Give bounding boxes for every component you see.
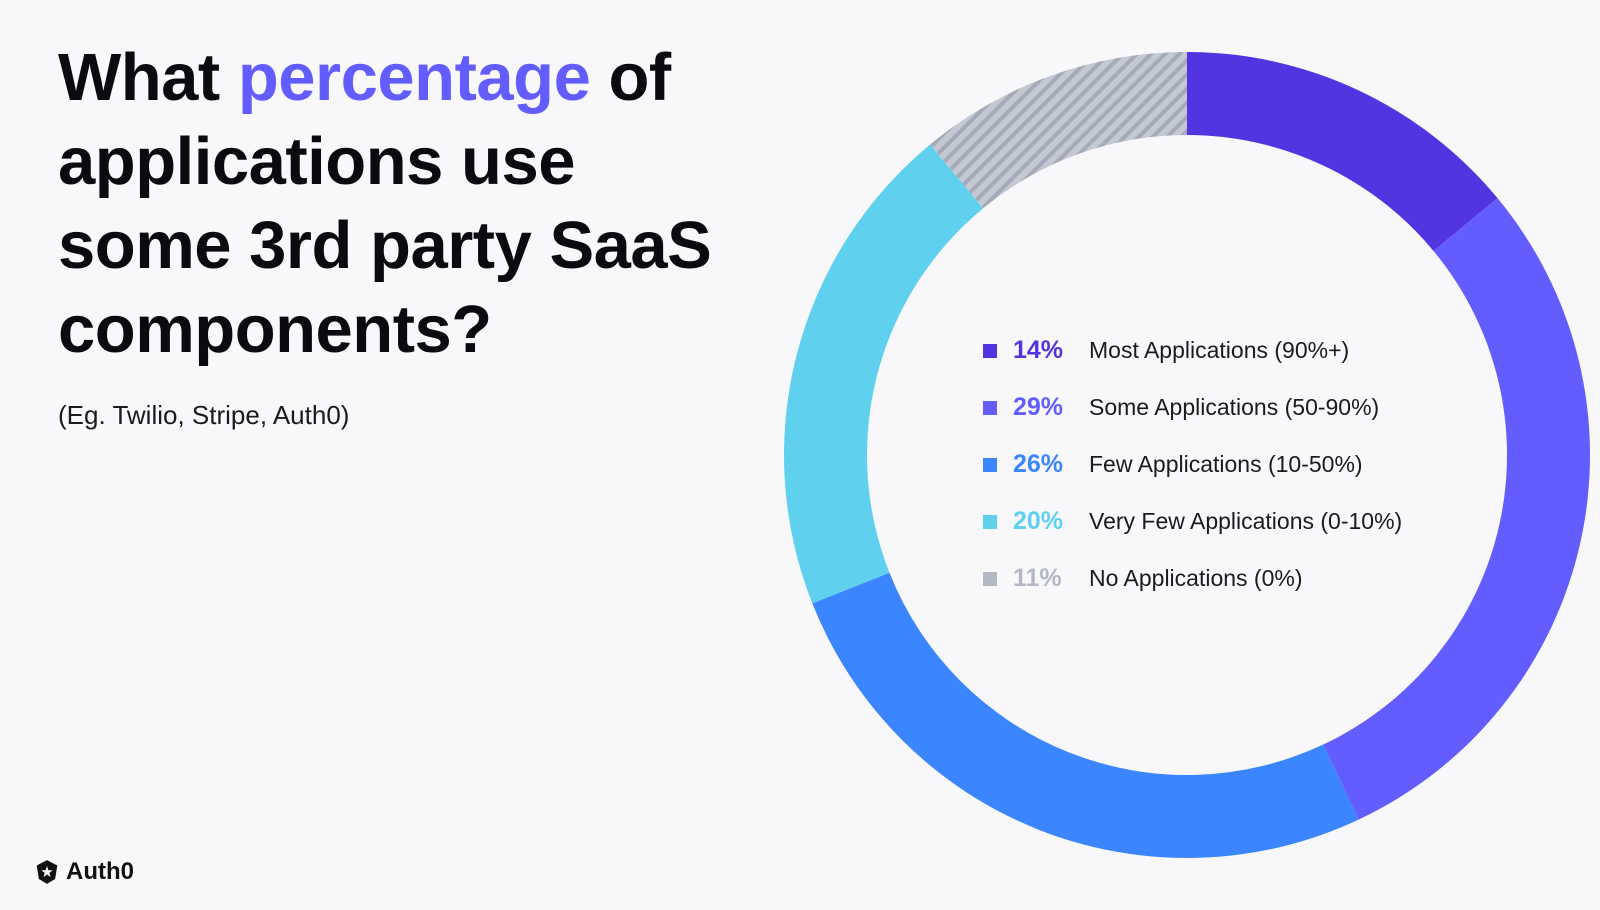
donut-slices bbox=[783, 52, 1590, 859]
donut-slice-none bbox=[930, 52, 1187, 209]
legend-label-some: Some Applications (50-90%) bbox=[1089, 394, 1380, 420]
legend-row-very-few: 20% Very Few Applications (0-10%) bbox=[983, 493, 1402, 550]
donut-slice-very-few bbox=[783, 144, 984, 604]
legend-pct-very-few: 20% bbox=[1013, 507, 1064, 535]
legend-pct-some: 29% bbox=[1013, 393, 1064, 421]
legend-pct-few: 26% bbox=[1013, 450, 1064, 478]
legend-swatch-very-few bbox=[983, 514, 997, 529]
legend-row-some: 29% Some Applications (50-90%) bbox=[983, 379, 1402, 436]
legend-swatch-some bbox=[983, 400, 997, 415]
legend-label-most: Most Applications (90%+) bbox=[1089, 337, 1350, 363]
legend-label-none: No Applications (0%) bbox=[1089, 565, 1303, 591]
legend-row-few: 26% Few Applications (10-50%) bbox=[983, 436, 1402, 493]
page-title: What percentage of applications use some… bbox=[58, 36, 738, 372]
legend-swatch-none bbox=[983, 571, 997, 586]
title-part-1: What bbox=[58, 40, 238, 115]
legend-label-few: Few Applications (10-50%) bbox=[1089, 451, 1363, 477]
auth0-shield-icon bbox=[36, 860, 58, 884]
donut-slice-most bbox=[1187, 52, 1498, 252]
legend-pct-none: 11% bbox=[1013, 564, 1062, 592]
subtitle: (Eg. Twilio, Stripe, Auth0) bbox=[58, 400, 350, 430]
legend-pct-most: 14% bbox=[1013, 336, 1064, 364]
title-accent-word: percentage bbox=[237, 40, 591, 115]
title-part-2: of applications use some 3rd party SaaS … bbox=[58, 40, 712, 367]
legend-row-none: 11% No Applications (0%) bbox=[983, 550, 1402, 607]
donut-slice-few bbox=[812, 572, 1359, 859]
chart-legend: 14% Most Applications (90%+) 29% Some Ap… bbox=[983, 322, 1402, 607]
legend-swatch-most bbox=[983, 343, 997, 358]
legend-label-very-few: Very Few Applications (0-10%) bbox=[1089, 508, 1403, 534]
brand-name: Auth0 bbox=[66, 858, 134, 885]
legend-row-most: 14% Most Applications (90%+) bbox=[983, 322, 1402, 379]
donut-slice-some bbox=[1323, 198, 1590, 820]
brand-logo: Auth0 bbox=[34, 858, 134, 886]
legend-swatch-few bbox=[983, 457, 997, 472]
